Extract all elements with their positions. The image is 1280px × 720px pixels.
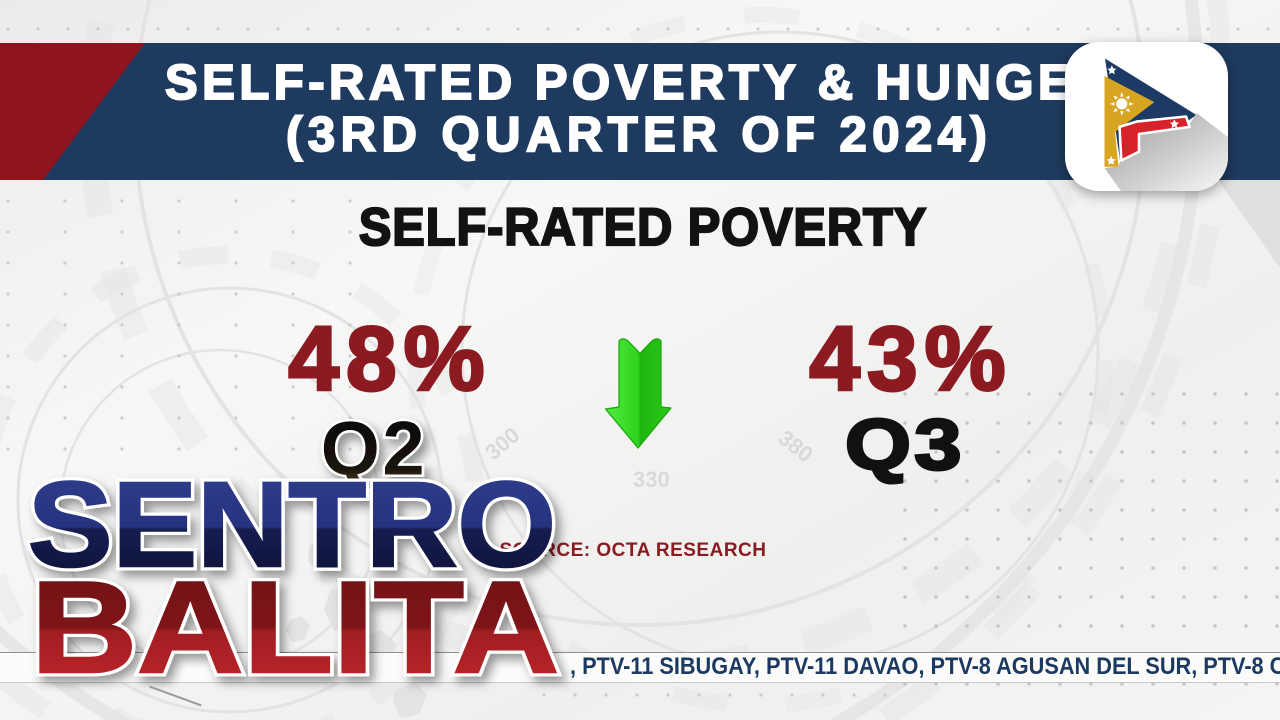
svg-text:BALITA: BALITA — [31, 554, 559, 700]
svg-text:330: 330 — [633, 467, 670, 492]
svg-text:SENTRO: SENTRO — [28, 456, 556, 592]
svg-text:Q2: Q2 — [321, 407, 427, 492]
svg-text:BALITA: BALITA — [31, 554, 559, 700]
svg-text:SENTRO: SENTRO — [28, 456, 556, 592]
